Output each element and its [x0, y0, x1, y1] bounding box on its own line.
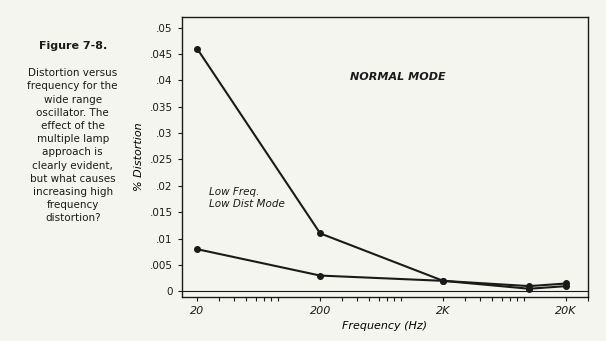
X-axis label: Frequency (Hz): Frequency (Hz)	[342, 321, 427, 331]
Y-axis label: % Distortion: % Distortion	[134, 122, 144, 191]
Text: Figure 7-8.: Figure 7-8.	[39, 41, 107, 51]
Text: Low Freq.
Low Dist Mode: Low Freq. Low Dist Mode	[209, 188, 285, 209]
Text: NORMAL MODE: NORMAL MODE	[350, 72, 445, 83]
Text: Distortion versus
frequency for the
wide range
oscillator. The
effect of the
mul: Distortion versus frequency for the wide…	[27, 68, 118, 223]
